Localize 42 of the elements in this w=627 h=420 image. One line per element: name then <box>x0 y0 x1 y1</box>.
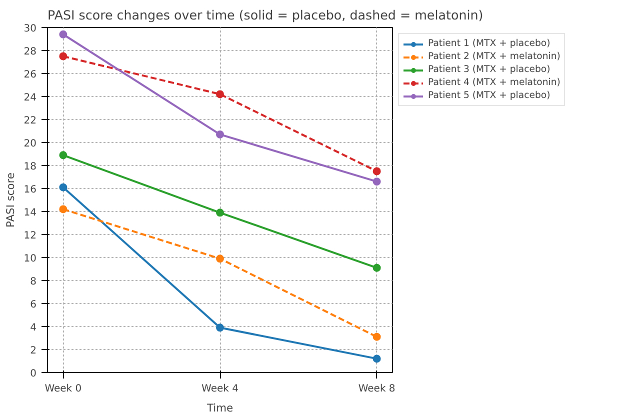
y-tick-label: 0 <box>30 368 37 380</box>
y-tick-label: 6 <box>30 300 37 310</box>
y-tick-label: 26 <box>24 70 37 80</box>
legend-label: Patient 4 (MTX + melatonin) <box>428 77 560 88</box>
point <box>372 354 381 363</box>
x-tick-label: Week 4 <box>202 384 238 394</box>
point <box>59 30 68 38</box>
y-tick-label: 22 <box>24 116 37 126</box>
chart-title: PASI score changes over time (solid = placebo, dashed = melatonin) <box>48 8 484 22</box>
legend-label: Patient 1 (MTX + placebo) <box>428 38 550 49</box>
point <box>216 254 224 263</box>
point <box>372 332 381 341</box>
point <box>372 167 381 176</box>
y-tick-label: 16 <box>24 184 37 196</box>
y-tick-label: 2 <box>30 346 37 356</box>
y-tick-label: 12 <box>24 230 37 242</box>
y-tick-label: 30 <box>24 24 37 34</box>
y-axis-title: PASI score <box>4 172 17 228</box>
point <box>372 264 381 272</box>
point <box>216 90 224 98</box>
y-tick-label: 18 <box>24 162 37 172</box>
y-tick-label: 14 <box>24 208 37 218</box>
point <box>59 52 68 60</box>
point <box>59 183 68 192</box>
y-tick-label: 10 <box>24 254 37 264</box>
legend-label: Patient 5 (MTX + placebo) <box>428 90 550 101</box>
x-axis-title: Time <box>206 402 234 414</box>
point <box>59 205 68 214</box>
point <box>59 151 68 160</box>
y-tick-label: 20 <box>24 138 37 150</box>
legend-label: Patient 2 (MTX + melatonin) <box>428 51 560 62</box>
y-tick-label: 4 <box>30 322 37 334</box>
x-tick-label: Week 0 <box>44 384 82 394</box>
y-tick-label: 28 <box>24 46 37 58</box>
point <box>216 130 224 138</box>
point <box>372 178 381 186</box>
legend-label: Patient 3 (MTX + placebo) <box>428 64 550 75</box>
y-tick-label: 8 <box>30 276 37 288</box>
point <box>216 208 224 217</box>
point <box>216 324 224 332</box>
y-tick-label: 24 <box>24 92 37 104</box>
x-tick-label: Week 8 <box>358 384 396 394</box>
